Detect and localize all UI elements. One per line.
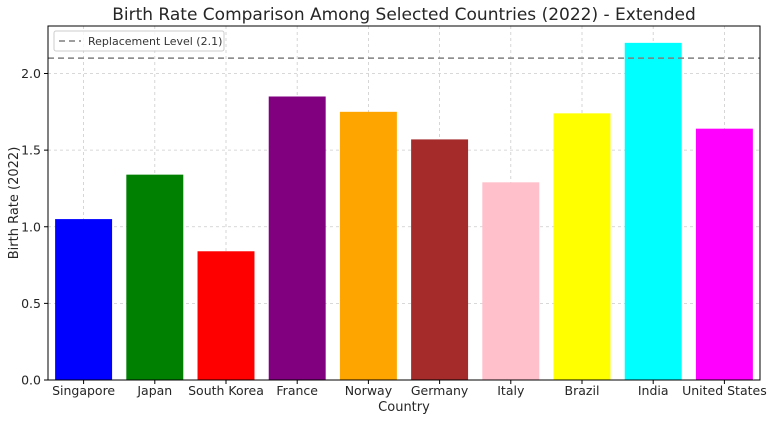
y-tick-label: 1.0	[21, 219, 41, 234]
x-tick-label-south-korea: South Korea	[188, 383, 264, 398]
legend-label-reference-line: Replacement Level (2.1)	[88, 35, 222, 48]
x-tick-label-italy: Italy	[497, 383, 525, 398]
x-tick-label-united-states: United States	[682, 383, 767, 398]
x-tick-label-india: India	[638, 383, 669, 398]
legend-box	[53, 30, 225, 52]
bar-germany	[411, 139, 469, 380]
bar-japan	[126, 174, 184, 380]
axes: 0.0 0.5 1.0 1.5 2.0 Singapore Japan South Korea…	[21, 25, 767, 398]
bar-norway	[339, 111, 397, 381]
bar-france	[268, 96, 326, 381]
y-tick-label: 1.5	[21, 143, 41, 158]
x-tick-label-brazil: Brazil	[565, 383, 600, 398]
bar-singapore	[55, 219, 113, 380]
x-tick-label-france: France	[276, 383, 318, 398]
bar-united-states	[695, 128, 753, 380]
x-tick-label-japan: Japan	[136, 383, 172, 398]
y-tick-label: 2.0	[21, 66, 41, 81]
legend: Replacement Level (2.1)	[53, 30, 225, 52]
y-tick-label: 0.5	[21, 296, 41, 311]
bar-india	[624, 42, 682, 380]
bar-italy	[482, 182, 540, 380]
bars	[55, 42, 753, 381]
x-tick-label-singapore: Singapore	[52, 383, 115, 398]
x-tick-label-germany: Germany	[411, 383, 469, 398]
chart-title: Birth Rate Comparison Among Selected Cou…	[112, 5, 696, 25]
x-tick-label-norway: Norway	[345, 383, 393, 398]
bar-south-korea	[197, 251, 255, 380]
y-tick-label: 0.0	[21, 373, 41, 388]
plot-frame	[47, 25, 761, 381]
x-axis-label: Country	[378, 400, 430, 415]
y-axis-label: Birth Rate (2022)	[7, 147, 22, 260]
bar-brazil	[553, 113, 611, 380]
